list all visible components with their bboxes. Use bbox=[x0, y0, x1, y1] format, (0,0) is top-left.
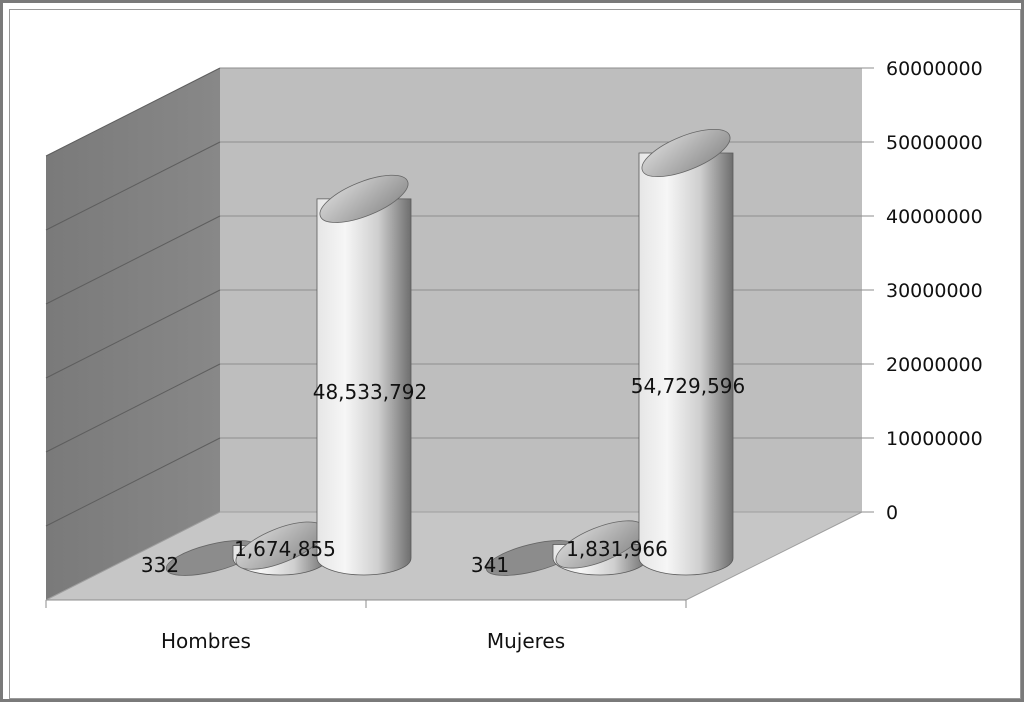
y-tick-label: 20000000 bbox=[886, 354, 983, 376]
y-tick-label: 40000000 bbox=[886, 206, 983, 228]
category-label: Mujeres bbox=[487, 629, 565, 653]
side-gridline bbox=[45, 437, 221, 527]
y-tick-label: 10000000 bbox=[886, 428, 983, 450]
data-label: 54,729,596 bbox=[631, 374, 746, 398]
cylinder-bar bbox=[638, 128, 734, 576]
y-axis-tick-labels: 0 10000000 20000000 30000000 40000000 5000000… bbox=[886, 58, 983, 524]
side-gridline bbox=[45, 363, 221, 453]
cylinder-body bbox=[316, 198, 412, 576]
cylinder-top bbox=[319, 174, 409, 223]
category-labels: Hombres Mujeres bbox=[161, 629, 565, 653]
side-gridline bbox=[45, 141, 221, 231]
data-marks bbox=[165, 128, 734, 576]
side-gridline bbox=[45, 67, 221, 157]
category-label: Hombres bbox=[161, 629, 251, 653]
data-labels: 332 1,674,855 48,533,792 341 1,831,966 54,729… bbox=[141, 374, 745, 577]
cylinder-top bbox=[641, 128, 731, 178]
data-label: 341 bbox=[471, 553, 509, 577]
y-tick-label: 30000000 bbox=[886, 280, 983, 302]
data-label: 48,533,792 bbox=[313, 380, 428, 404]
chart-frame-inner bbox=[9, 9, 1021, 699]
cylinder-body bbox=[638, 152, 734, 576]
side-gridline bbox=[45, 215, 221, 305]
data-label: 1,674,855 bbox=[234, 537, 336, 561]
data-label: 1,831,966 bbox=[566, 537, 668, 561]
side-gridline bbox=[45, 289, 221, 379]
y-tick-label: 60000000 bbox=[886, 58, 983, 80]
y-tick-label: 50000000 bbox=[886, 132, 983, 154]
cylinder-bar bbox=[316, 174, 412, 576]
y-tick-label: 0 bbox=[886, 502, 898, 524]
data-label: 332 bbox=[141, 553, 179, 577]
